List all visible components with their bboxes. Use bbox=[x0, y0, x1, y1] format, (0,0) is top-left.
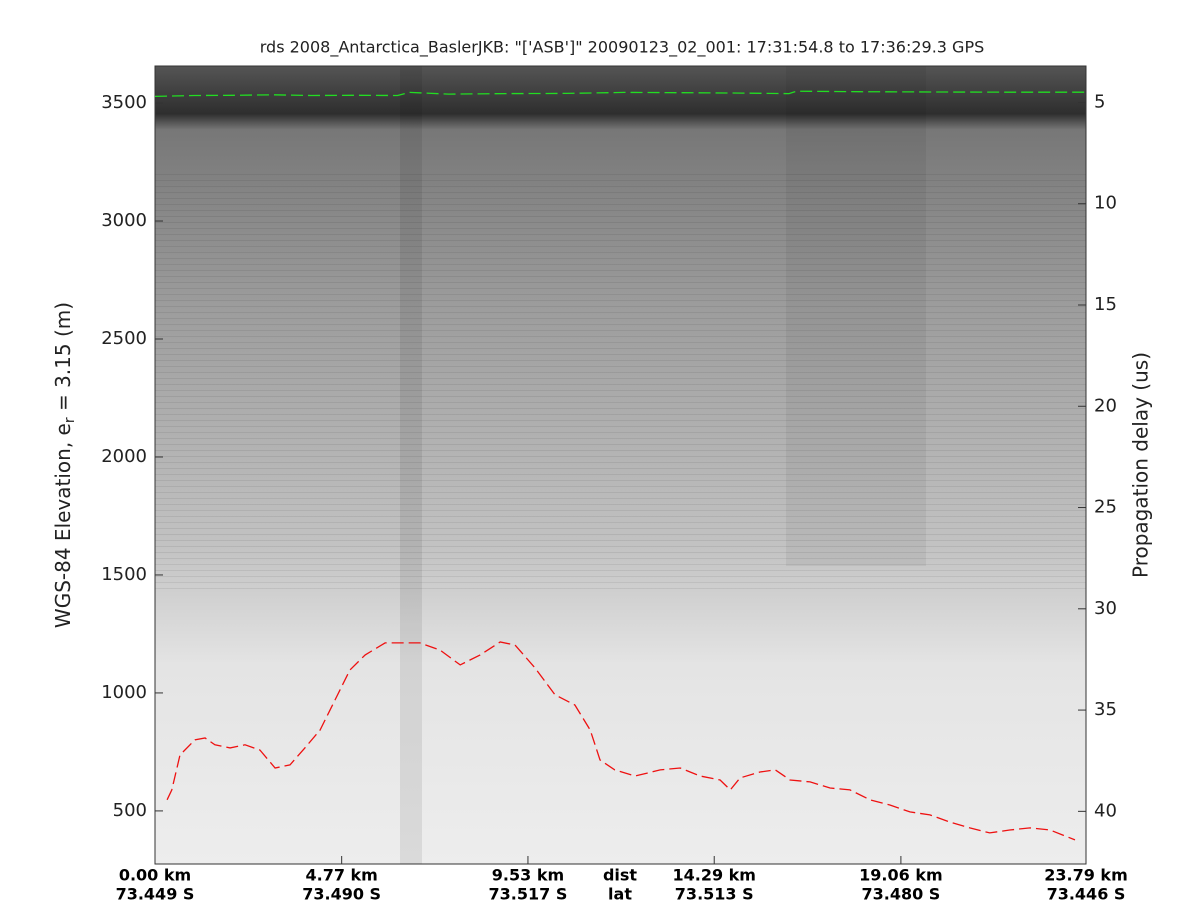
y-tick-label: 1500 bbox=[101, 564, 147, 585]
y-tick-label: 2000 bbox=[101, 446, 147, 467]
plot-frame bbox=[154, 65, 1087, 865]
x-tick-label: 9.53 km bbox=[492, 866, 564, 885]
y2-tick-label: 5 bbox=[1094, 91, 1105, 112]
y2-tick-label: 25 bbox=[1094, 497, 1117, 518]
y-tick-label: 500 bbox=[113, 800, 147, 821]
radar-stripe bbox=[400, 66, 422, 864]
radar-layers bbox=[155, 170, 1086, 590]
x-tick-label: 23.79 km bbox=[1044, 866, 1128, 885]
x-row-label: lat bbox=[608, 885, 632, 900]
y2-tick-label: 40 bbox=[1094, 800, 1117, 821]
x-tick-lat-label: 73.446 S bbox=[1047, 885, 1126, 900]
y-label-suffix: = 3.15 (m) bbox=[51, 302, 75, 417]
y2-tick-label: 10 bbox=[1094, 193, 1117, 214]
x-tick-lat-label: 73.449 S bbox=[116, 885, 195, 900]
y2-tick-label: 15 bbox=[1094, 294, 1117, 315]
y-tick-label: 1000 bbox=[101, 682, 147, 703]
x-tick-label: 0.00 km bbox=[119, 866, 191, 885]
x-tick-lat-label: 73.480 S bbox=[861, 885, 940, 900]
y2-tick-label: 35 bbox=[1094, 699, 1117, 720]
y-tick-label: 3000 bbox=[101, 210, 147, 231]
chart-title: rds 2008_Antarctica_BaslerJKB: "['ASB']"… bbox=[260, 38, 985, 58]
series-line bbox=[154, 90, 1086, 98]
y-axis-label: WGS-84 Elevation, er = 3.15 (m) bbox=[51, 302, 79, 628]
x-tick-label: 4.77 km bbox=[305, 866, 377, 885]
x-tick-lat-label: 73.517 S bbox=[489, 885, 568, 900]
radar-stripe bbox=[786, 66, 926, 566]
y-tick-label: 3500 bbox=[101, 92, 147, 113]
radargram bbox=[155, 66, 1086, 864]
x-tick-label: 14.29 km bbox=[672, 866, 756, 885]
x-tick-lat-label: 73.513 S bbox=[675, 885, 754, 900]
x-tick-label: 19.06 km bbox=[859, 866, 943, 885]
y-label-subscript: r bbox=[62, 417, 78, 423]
x-tick-lat-label: 73.490 S bbox=[302, 885, 381, 900]
y-label-prefix: WGS-84 Elevation, e bbox=[51, 423, 75, 628]
series-line bbox=[166, 641, 1076, 841]
y2-tick-label: 30 bbox=[1094, 598, 1117, 619]
y2-axis-label: Propagation delay (us) bbox=[1129, 352, 1153, 578]
x-row-label: dist bbox=[603, 866, 637, 885]
y-tick-label: 2500 bbox=[101, 328, 147, 349]
y2-tick-label: 20 bbox=[1094, 395, 1117, 416]
